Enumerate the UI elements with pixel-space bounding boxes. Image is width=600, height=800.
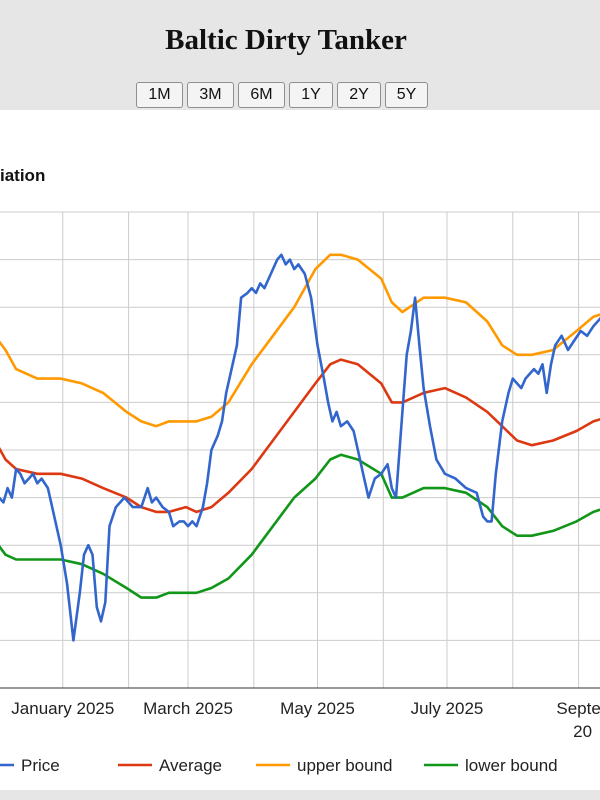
range-button-1m[interactable]: 1M bbox=[136, 82, 183, 108]
series-line-upper-bound[interactable] bbox=[0, 253, 600, 428]
legend-item-price[interactable]: Price bbox=[0, 756, 60, 775]
x-tick-label: January 2025 bbox=[11, 699, 114, 718]
range-button-6m[interactable]: 6M bbox=[238, 82, 285, 108]
plot-area bbox=[0, 253, 600, 642]
range-button-5y[interactable]: 5Y bbox=[385, 82, 428, 108]
series-line-price[interactable] bbox=[0, 253, 600, 642]
x-tick-label: Septe bbox=[556, 699, 600, 718]
range-selector: 1M 3M 6M 1Y 2Y 5Y bbox=[136, 82, 428, 108]
x-tick-sublabel: 20 bbox=[573, 722, 592, 741]
x-tick-label: March 2025 bbox=[143, 699, 233, 718]
legend-label: lower bound bbox=[465, 756, 558, 775]
page-title: Baltic Dirty Tanker bbox=[165, 24, 407, 56]
grid bbox=[0, 211, 600, 689]
x-tick-label: July 2025 bbox=[411, 699, 484, 718]
range-button-1y[interactable]: 1Y bbox=[289, 82, 333, 108]
chart-title: iation bbox=[0, 166, 45, 185]
legend-label: Price bbox=[21, 756, 60, 775]
legend-label: Average bbox=[159, 756, 222, 775]
legend-item-upper-bound[interactable]: upper bound bbox=[256, 756, 392, 775]
legend[interactable]: Price Average upper bound lower bound bbox=[0, 756, 558, 775]
range-button-2y[interactable]: 2Y bbox=[337, 82, 381, 108]
bottom-strip bbox=[0, 790, 600, 800]
legend-item-lower-bound[interactable]: lower bound bbox=[424, 756, 558, 775]
series-line-average[interactable] bbox=[0, 358, 600, 514]
range-button-3m[interactable]: 3M bbox=[187, 82, 234, 108]
legend-label: upper bound bbox=[297, 756, 392, 775]
x-tick-label: May 2025 bbox=[280, 699, 355, 718]
legend-item-average[interactable]: Average bbox=[118, 756, 222, 775]
series-line-lower-bound[interactable] bbox=[0, 453, 600, 599]
header: Baltic Dirty Tanker 1M 3M 6M 1Y 2Y 5Y bbox=[0, 0, 600, 110]
